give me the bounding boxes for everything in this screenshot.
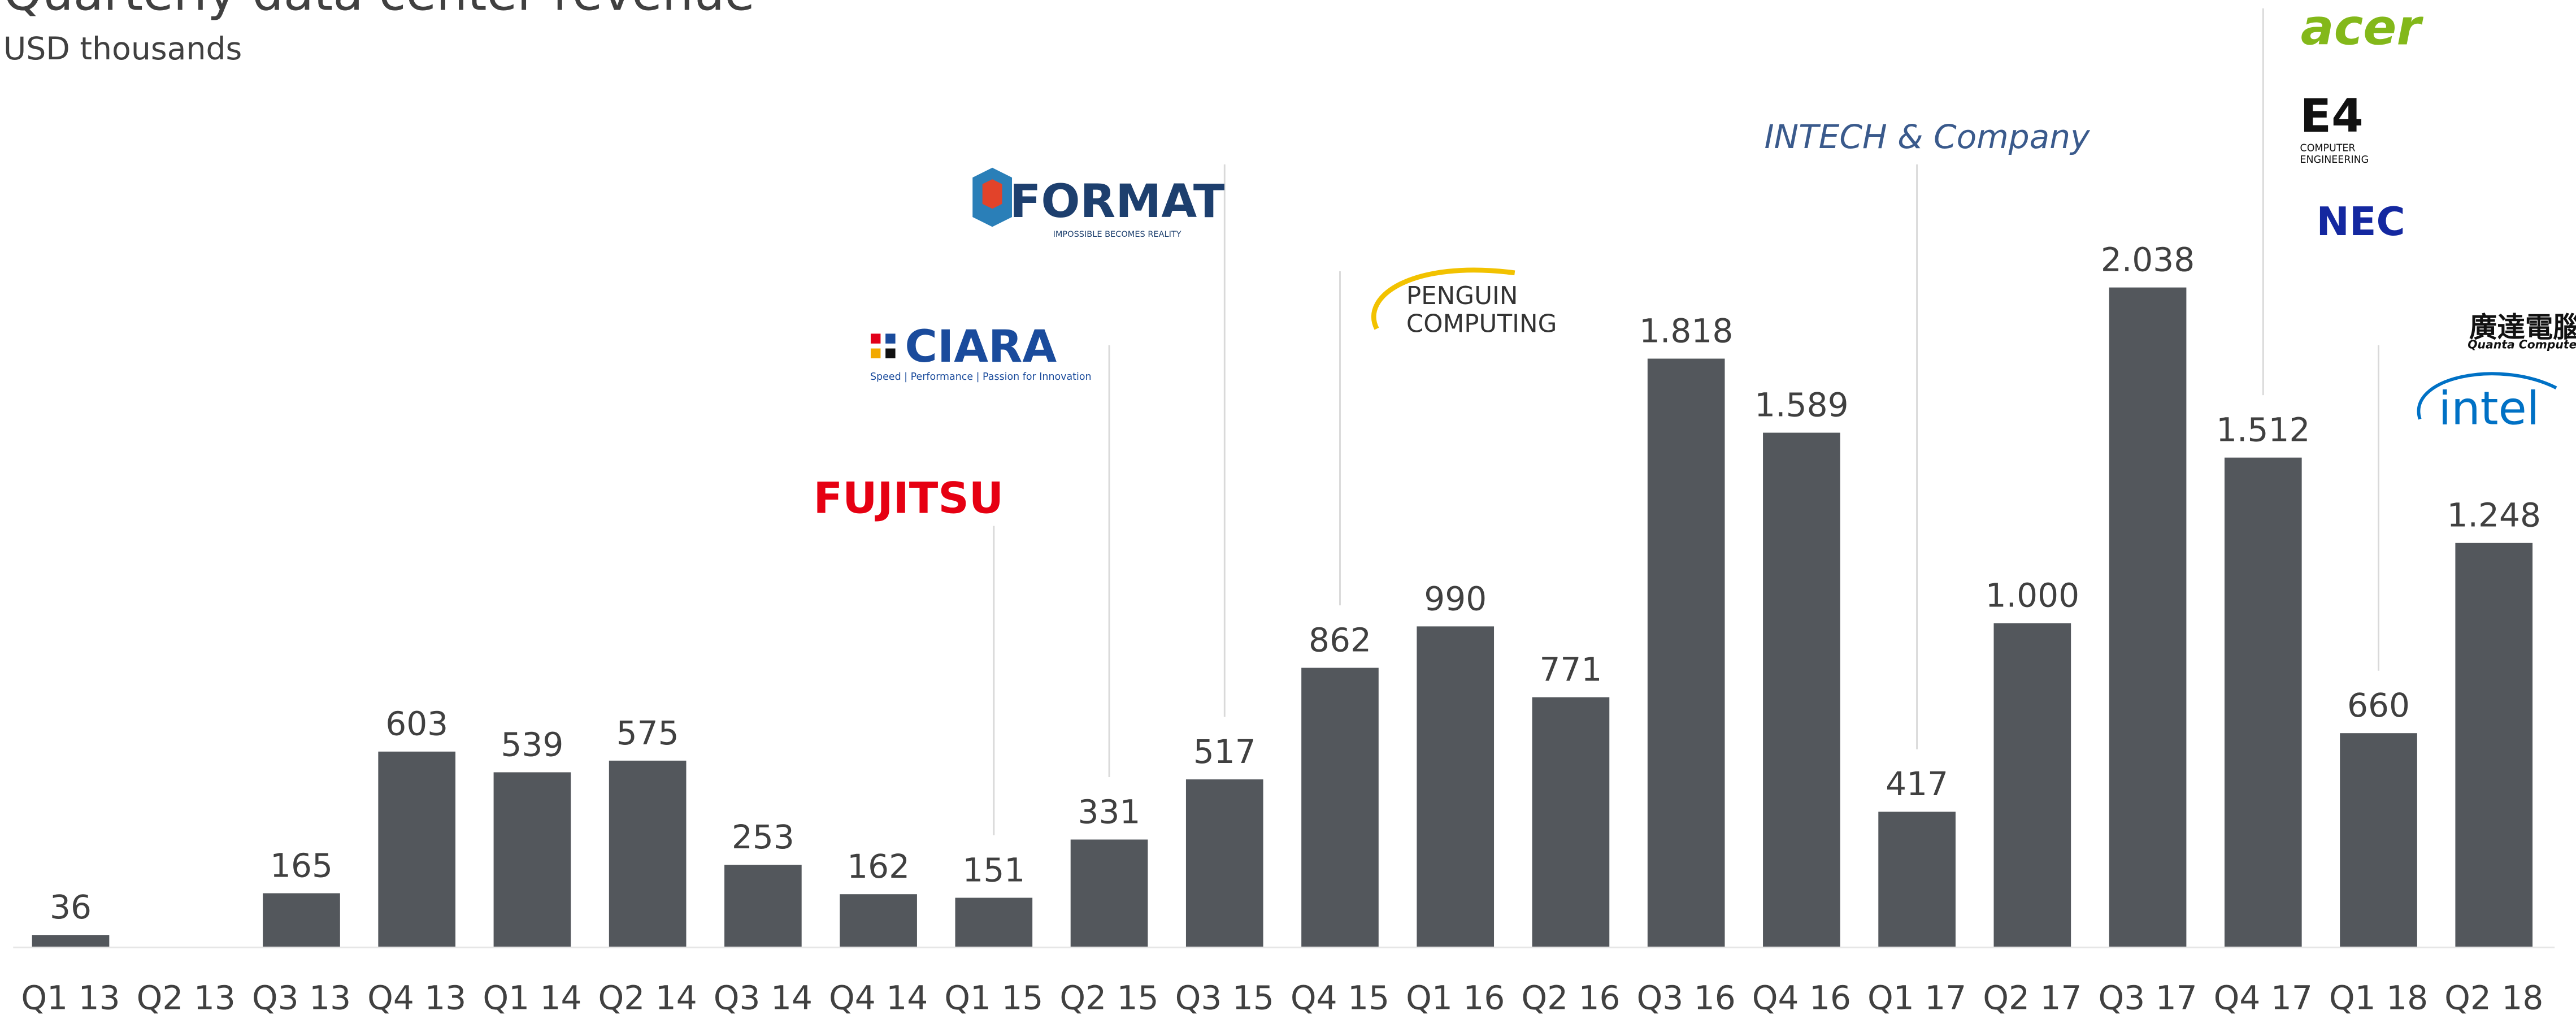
x-tick-label: Q2 14 <box>598 978 697 1017</box>
bar <box>840 894 917 947</box>
x-tick-label: Q2 17 <box>1983 978 2082 1017</box>
x-tick-label: Q2 13 <box>137 978 236 1017</box>
x-tick-label: Q1 14 <box>483 978 581 1017</box>
bar <box>493 772 571 947</box>
x-tick-label: Q2 18 <box>2444 978 2543 1017</box>
bar <box>1993 623 2071 947</box>
x-tick-label: Q3 13 <box>252 978 351 1017</box>
bar <box>378 751 456 947</box>
value-label: 1.512 <box>2216 411 2310 449</box>
logo-text: Quanta Computer <box>2468 338 2576 352</box>
x-tick-label: Q1 16 <box>1406 978 1505 1017</box>
x-tick-label: Q4 14 <box>829 978 928 1017</box>
logo-shape <box>885 348 896 359</box>
value-label: 36 <box>50 888 92 926</box>
bar <box>955 897 1033 947</box>
x-tick-label: Q1 13 <box>21 978 120 1017</box>
value-label: 660 <box>2347 686 2410 725</box>
x-tick-label: Q1 17 <box>1867 978 1966 1017</box>
logo-text: Speed | Performance | Passion for Innova… <box>870 371 1092 383</box>
value-label: 771 <box>1539 651 1602 689</box>
x-tick-label: Q2 15 <box>1059 978 1158 1017</box>
logo-text: 廣達電腦 <box>2469 311 2576 344</box>
logo-text: E4 <box>2300 89 2364 143</box>
bar <box>1070 839 1148 947</box>
bar <box>2109 287 2187 947</box>
bar <box>2340 733 2417 947</box>
value-label: 253 <box>732 818 794 856</box>
value-label: 1.248 <box>2447 496 2541 535</box>
value-label: 1.589 <box>1754 386 1848 424</box>
logo-text: NEC <box>2316 199 2405 245</box>
value-label: 331 <box>1078 792 1141 831</box>
value-label: 151 <box>962 851 1025 889</box>
bar <box>609 760 687 947</box>
logo-shape <box>870 333 881 344</box>
logo-text: COMPUTER <box>2300 143 2356 154</box>
bar <box>32 935 110 947</box>
x-tick-label: Q3 16 <box>1637 978 1736 1017</box>
chart-subtitle: USD thousands <box>3 31 242 67</box>
logo-text: CIARA <box>905 320 1057 372</box>
logo-shape <box>870 348 881 359</box>
logo-text: ENGINEERING <box>2300 154 2369 166</box>
x-tick-label: Q4 16 <box>1752 978 1851 1017</box>
bar <box>1185 779 1263 947</box>
x-tick-label: Q3 14 <box>714 978 813 1017</box>
bar <box>2455 543 2533 947</box>
logo-text: acer <box>2301 0 2424 57</box>
value-label: 517 <box>1193 732 1256 771</box>
bar <box>1532 697 1610 947</box>
logo-shape <box>982 179 1002 209</box>
value-label: 862 <box>1309 621 1371 660</box>
value-label: 539 <box>501 725 563 764</box>
x-tick-label: Q4 15 <box>1291 978 1389 1017</box>
value-label: 2.038 <box>2101 241 2195 279</box>
bar <box>1301 667 1379 947</box>
x-tick-label: Q3 15 <box>1175 978 1274 1017</box>
logo-shape <box>885 333 896 344</box>
chart-title: Quarterly data center revenue <box>3 0 755 22</box>
bar <box>1647 358 1725 947</box>
bar <box>2224 457 2302 947</box>
value-label: 1.818 <box>1639 311 1733 350</box>
logo-text: COMPUTING <box>1406 310 1557 338</box>
x-tick-label: Q1 15 <box>944 978 1043 1017</box>
value-label: 417 <box>1886 765 1948 803</box>
x-tick-label: Q1 18 <box>2329 978 2428 1017</box>
logo-text: FUJITSU <box>814 473 1004 523</box>
value-label: 603 <box>385 705 448 743</box>
logo-text: intel <box>2438 381 2539 435</box>
value-label: 1.000 <box>1986 576 2079 615</box>
x-tick-label: Q2 16 <box>1521 978 1620 1017</box>
value-label: 162 <box>847 847 910 886</box>
logo-text: INTECH & Company <box>1764 118 2091 156</box>
value-label: 575 <box>616 714 679 752</box>
logo-shape <box>2417 372 2557 420</box>
x-tick-label: Q4 13 <box>367 978 466 1017</box>
logo-text: FORMAT <box>1010 175 1225 228</box>
x-tick-label: Q4 17 <box>2214 978 2313 1017</box>
bar <box>724 865 802 947</box>
logo-text: PENGUIN <box>1406 282 1518 310</box>
bar <box>263 893 340 947</box>
bar <box>1878 812 1956 947</box>
value-label: 990 <box>1424 579 1487 618</box>
value-label: 165 <box>270 846 333 884</box>
logo-text: IMPOSSIBLE BECOMES REALITY <box>1053 230 1181 239</box>
x-tick-label: Q3 17 <box>2098 978 2197 1017</box>
bar <box>1417 626 1495 947</box>
logo-shape <box>1371 267 1515 330</box>
bar <box>1763 432 1840 947</box>
